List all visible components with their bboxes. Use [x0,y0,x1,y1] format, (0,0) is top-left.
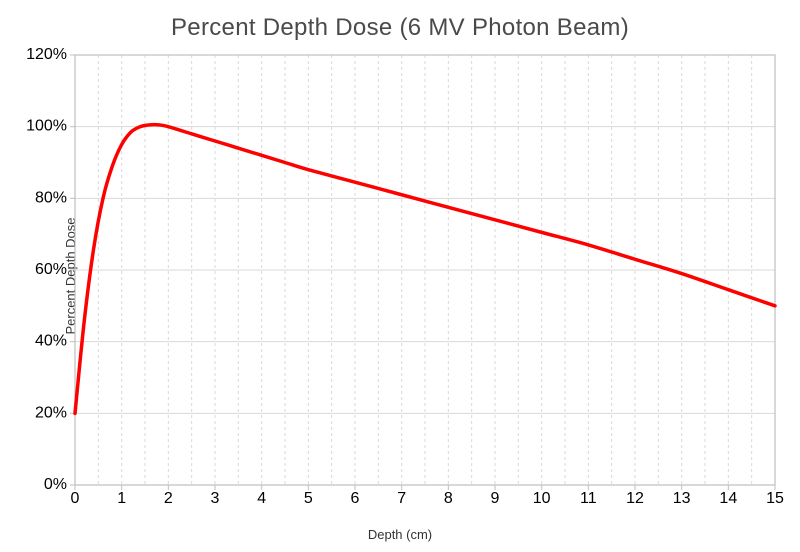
x-tick-label: 2 [164,490,173,507]
y-tick-label: 60% [35,261,67,278]
x-tick-label: 0 [71,490,80,507]
x-tick-label: 9 [491,490,500,507]
x-tick-label: 13 [673,490,691,507]
y-tick-label: 40% [35,333,67,350]
x-tick-label: 4 [257,490,266,507]
x-tick-label: 3 [211,490,220,507]
y-tick-label: 100% [26,118,67,135]
pdd-curve [75,125,775,414]
x-tick-label: 7 [397,490,406,507]
x-tick-label: 10 [533,490,551,507]
pdd-line-chart: 01234567891011121314150%20%40%60%80%100%… [0,0,800,552]
y-tick-label: 0% [44,476,67,493]
y-tick-label: 120% [26,46,67,63]
y-tick-label: 20% [35,404,67,421]
x-tick-label: 6 [351,490,360,507]
x-tick-label: 1 [117,490,126,507]
x-tick-label: 5 [304,490,313,507]
x-tick-label: 14 [719,490,737,507]
x-tick-label: 8 [444,490,453,507]
y-tick-label: 80% [35,189,67,206]
x-tick-label: 15 [766,490,784,507]
x-tick-label: 12 [626,490,644,507]
x-tick-label: 11 [580,490,597,507]
